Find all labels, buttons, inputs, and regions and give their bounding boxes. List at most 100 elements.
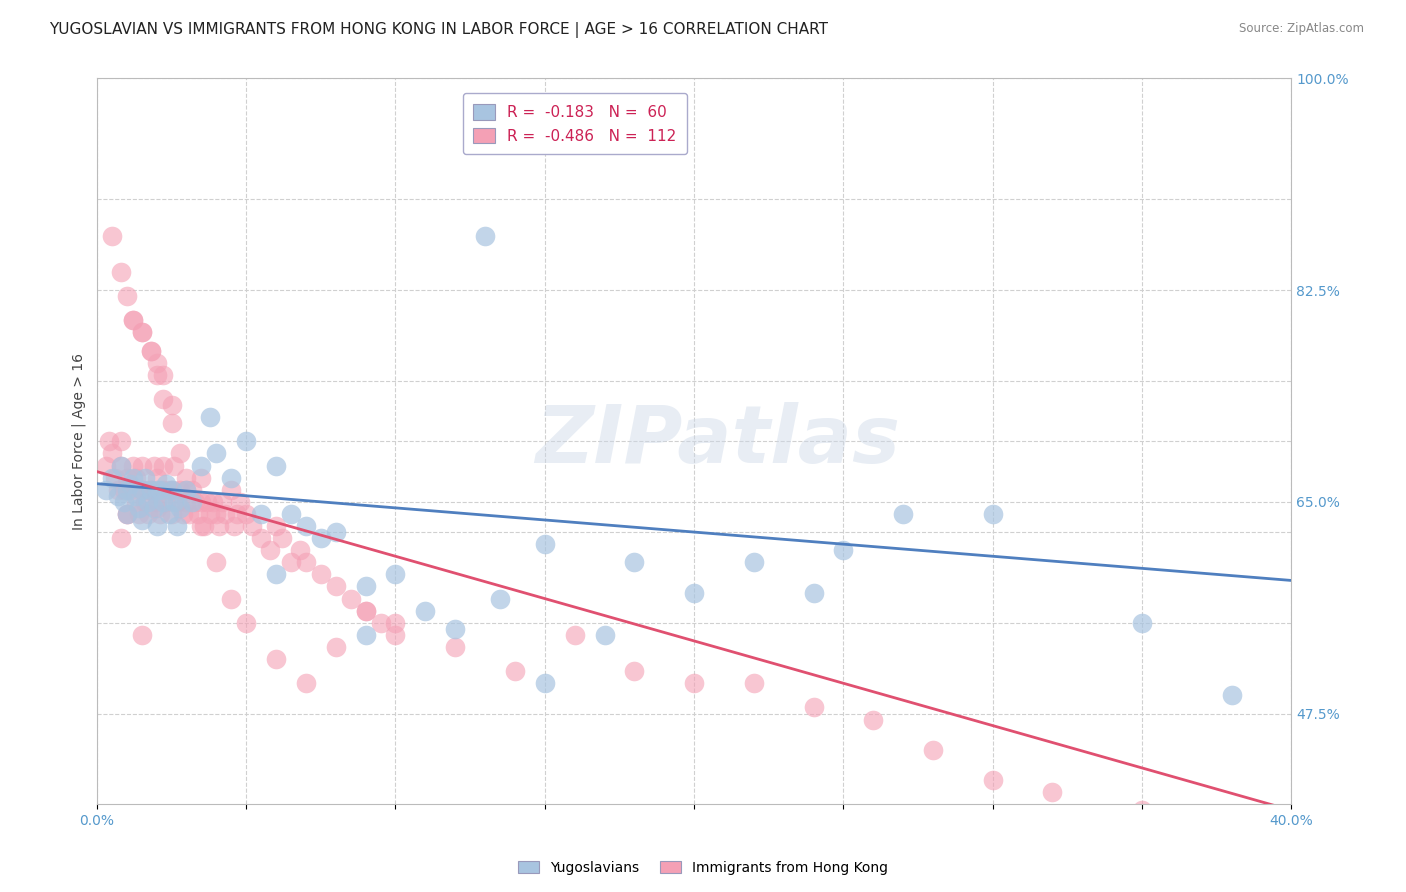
Text: YUGOSLAVIAN VS IMMIGRANTS FROM HONG KONG IN LABOR FORCE | AGE > 16 CORRELATION C: YUGOSLAVIAN VS IMMIGRANTS FROM HONG KONG… — [49, 22, 828, 38]
Point — [101, 228, 124, 243]
Point — [295, 676, 318, 690]
Point — [115, 507, 138, 521]
Point — [115, 483, 138, 497]
Point — [384, 628, 406, 642]
Point — [444, 640, 467, 654]
Point — [160, 507, 183, 521]
Point — [131, 483, 153, 497]
Point — [160, 416, 183, 430]
Point — [169, 500, 191, 515]
Point — [224, 519, 246, 533]
Point — [169, 446, 191, 460]
Point — [124, 470, 146, 484]
Point — [160, 483, 183, 497]
Point — [202, 495, 225, 509]
Point — [131, 458, 153, 473]
Point — [193, 519, 215, 533]
Point — [160, 483, 183, 497]
Point — [115, 507, 138, 521]
Point — [115, 507, 138, 521]
Point — [152, 483, 174, 497]
Point — [166, 495, 188, 509]
Point — [354, 580, 377, 594]
Point — [139, 343, 162, 358]
Point — [205, 446, 228, 460]
Point — [176, 495, 198, 509]
Point — [104, 470, 127, 484]
Point — [533, 537, 555, 551]
Point — [264, 652, 287, 666]
Point — [121, 458, 143, 473]
Point — [163, 458, 186, 473]
Point — [339, 591, 361, 606]
Point — [145, 519, 167, 533]
Point — [145, 356, 167, 370]
Point — [136, 495, 159, 509]
Point — [190, 470, 212, 484]
Text: Source: ZipAtlas.com: Source: ZipAtlas.com — [1239, 22, 1364, 36]
Point — [190, 458, 212, 473]
Point — [145, 500, 167, 515]
Point — [121, 313, 143, 327]
Point — [240, 519, 263, 533]
Point — [181, 495, 204, 509]
Point — [131, 326, 153, 340]
Point — [145, 495, 167, 509]
Point — [148, 483, 170, 497]
Point — [891, 507, 914, 521]
Point — [163, 495, 186, 509]
Point — [235, 434, 257, 449]
Point — [264, 519, 287, 533]
Legend: Yugoslavians, Immigrants from Hong Kong: Yugoslavians, Immigrants from Hong Kong — [513, 855, 893, 880]
Point — [354, 604, 377, 618]
Point — [176, 470, 198, 484]
Point — [190, 495, 212, 509]
Point — [110, 458, 132, 473]
Point — [370, 615, 392, 630]
Point — [187, 507, 209, 521]
Point — [94, 483, 117, 497]
Point — [107, 489, 129, 503]
Point — [489, 591, 512, 606]
Legend: R =  -0.183   N =  60, R =  -0.486   N =  112: R = -0.183 N = 60, R = -0.486 N = 112 — [463, 94, 686, 154]
Point — [295, 555, 318, 569]
Point — [136, 507, 159, 521]
Point — [190, 519, 212, 533]
Point — [325, 640, 347, 654]
Point — [112, 483, 135, 497]
Point — [107, 483, 129, 497]
Point — [145, 368, 167, 382]
Point — [742, 555, 765, 569]
Point — [623, 555, 645, 569]
Point — [139, 483, 162, 497]
Point — [176, 483, 198, 497]
Point — [142, 458, 165, 473]
Point — [259, 543, 281, 558]
Point — [205, 555, 228, 569]
Point — [128, 507, 150, 521]
Point — [155, 476, 177, 491]
Point — [683, 585, 706, 599]
Point — [832, 543, 855, 558]
Y-axis label: In Labor Force | Age > 16: In Labor Force | Age > 16 — [72, 353, 86, 530]
Point — [121, 470, 143, 484]
Point — [325, 524, 347, 539]
Point — [503, 664, 526, 678]
Point — [623, 664, 645, 678]
Point — [148, 507, 170, 521]
Point — [184, 495, 207, 509]
Point — [97, 434, 120, 449]
Point — [142, 500, 165, 515]
Point — [803, 700, 825, 714]
Point — [134, 470, 156, 484]
Point — [226, 507, 249, 521]
Point — [742, 676, 765, 690]
Point — [110, 265, 132, 279]
Point — [166, 519, 188, 533]
Point — [118, 476, 141, 491]
Point — [131, 513, 153, 527]
Point — [280, 555, 302, 569]
Point — [160, 398, 183, 412]
Point — [219, 470, 242, 484]
Point — [219, 591, 242, 606]
